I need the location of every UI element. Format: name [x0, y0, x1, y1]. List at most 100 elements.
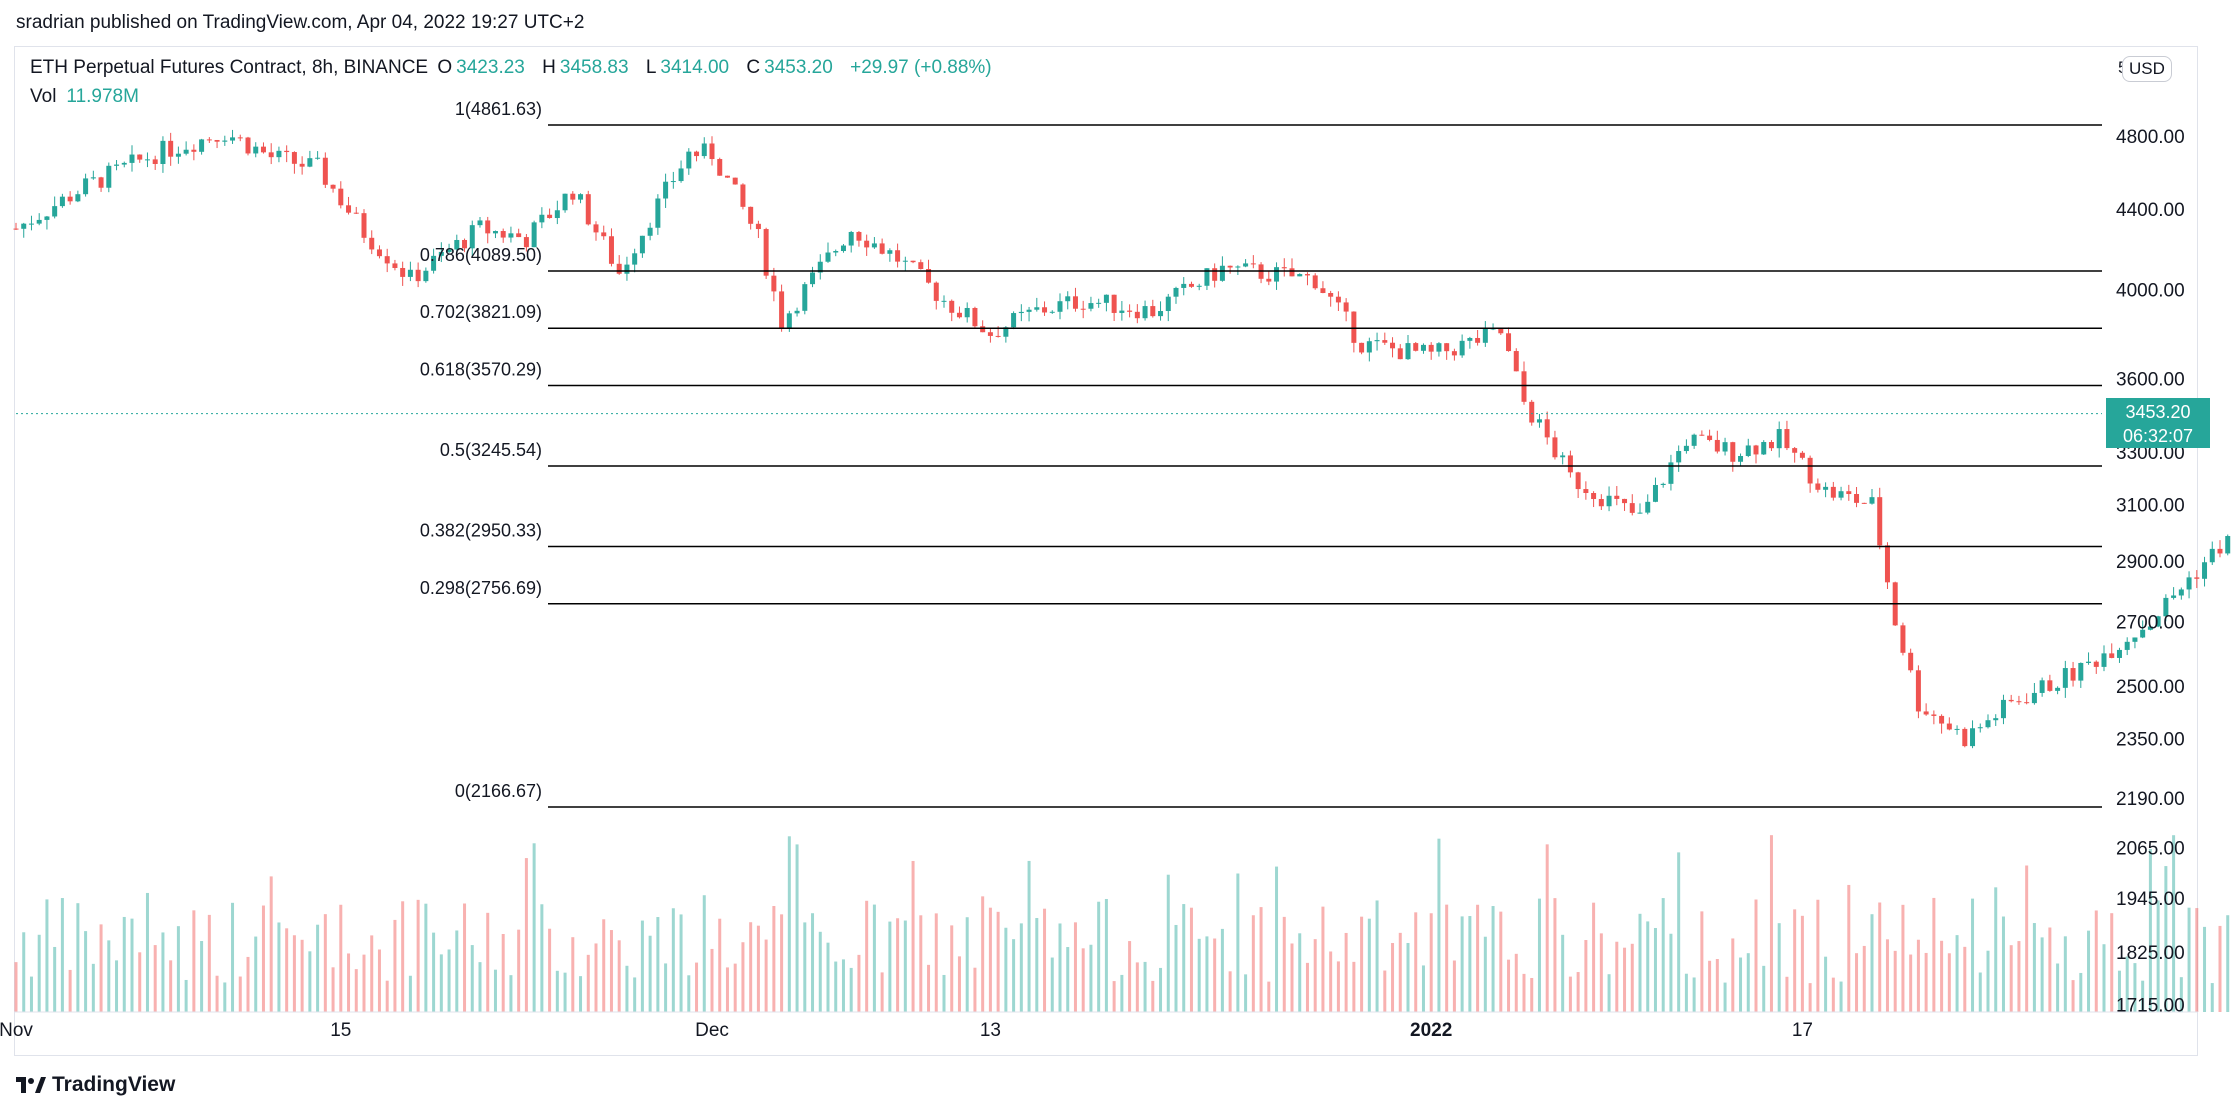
volume-bar [888, 921, 892, 1012]
candle-body [848, 231, 854, 246]
volume-bar [826, 942, 830, 1012]
candle-body [694, 151, 700, 157]
volume-bar [780, 914, 784, 1012]
volume-bars [14, 835, 2230, 1012]
y-tick-label: 2500.00 [2116, 677, 2185, 698]
candle-body [1343, 302, 1349, 312]
candle-body [786, 313, 792, 329]
candle-body [83, 178, 89, 195]
candle-body [1784, 429, 1790, 449]
candle-body [2116, 649, 2122, 658]
volume-bar [586, 954, 590, 1012]
volume-bar [617, 940, 621, 1012]
tradingview-logo[interactable]: TradingView [16, 1073, 175, 1097]
volume-bar [1437, 838, 1441, 1012]
fib-level-label: 0.382(2950.33) [420, 520, 542, 540]
volume-bar [1097, 901, 1101, 1012]
volume-bar [1901, 904, 1905, 1012]
candle-body [230, 137, 236, 141]
candle-body [1397, 348, 1403, 360]
volume-bar [1994, 887, 1998, 1012]
volume-bar [14, 962, 18, 1012]
volume-bar [1468, 916, 1472, 1012]
volume-bar [1739, 957, 1743, 1012]
candle-body [454, 239, 460, 250]
volume-bar [1986, 950, 1990, 1012]
volume-bar [695, 962, 699, 1012]
volume-bar [1692, 977, 1696, 1012]
volume-bar [903, 920, 907, 1012]
volume-bar [1847, 884, 1851, 1012]
candle-body [2132, 637, 2138, 642]
candle-body [755, 223, 761, 230]
volume-bar [1429, 913, 1433, 1012]
candle-body [941, 300, 947, 302]
candle-body [400, 267, 406, 277]
volume-bar [347, 953, 351, 1012]
candle-body [956, 312, 962, 318]
candle-body [1080, 308, 1086, 310]
volume-bar [1947, 953, 1951, 1012]
volume-bar [540, 904, 544, 1012]
candle-body [2109, 653, 2115, 658]
volume-bar [99, 924, 103, 1012]
volume-bar [2040, 937, 2044, 1012]
volume-bar [811, 913, 815, 1012]
volume-bar [1885, 939, 1889, 1012]
volume-bar [1623, 947, 1627, 1012]
volume-bar [2148, 848, 2152, 1012]
volume-bar [818, 931, 822, 1012]
volume-bar [1228, 971, 1232, 1012]
volume-bar [91, 963, 95, 1012]
volume-bar [1182, 904, 1186, 1012]
volume-bar [145, 892, 149, 1012]
candle-body [1011, 313, 1017, 328]
candle-body [1335, 296, 1341, 303]
candle-body [299, 163, 305, 167]
candle-body [585, 194, 591, 225]
volume-bar [849, 967, 853, 1012]
candle-body [1467, 337, 1473, 341]
candle-body [1134, 311, 1140, 319]
candle-body [245, 137, 251, 154]
volume-bar [1491, 906, 1495, 1012]
candle-body [1567, 455, 1573, 473]
candle-body [887, 250, 893, 254]
volume-bar [2164, 866, 2168, 1012]
volume-bar [1971, 898, 1975, 1012]
y-tick-label: 3300.00 [2116, 443, 2185, 464]
candle-body [933, 282, 939, 301]
candle-body [98, 177, 104, 188]
volume-bar [517, 929, 521, 1012]
candle-body [1072, 296, 1078, 309]
x-tick-label: 13 [980, 1020, 1001, 1041]
candle-body [508, 233, 514, 238]
candle-body [1173, 287, 1179, 297]
volume-bar [269, 876, 273, 1012]
volume-bar [184, 979, 188, 1012]
candle-body [779, 291, 785, 329]
candle-body [59, 196, 65, 207]
volume-bar [1275, 866, 1279, 1012]
candle-body [477, 220, 483, 226]
candle-body [1614, 495, 1620, 499]
volume-bar [1909, 954, 1913, 1012]
tradingview-logo-icon [16, 1077, 46, 1093]
candle-body [608, 236, 614, 264]
volume-bar [1421, 965, 1425, 1012]
currency-button[interactable]: USD [2122, 56, 2172, 82]
volume-bar [718, 918, 722, 1012]
candle-body [1096, 302, 1102, 304]
candle-body [2178, 589, 2184, 596]
candle-body [547, 214, 553, 219]
volume-bar [1576, 972, 1580, 1012]
ohlc-legend: ETH Perpetual Futures Contract, 8h, BINA… [30, 57, 1004, 79]
volume-bar [277, 922, 281, 1012]
volume-bar [107, 940, 111, 1012]
last-price-tag: 3453.20 06:32:07 [2106, 397, 2210, 448]
volume-bar [1213, 938, 1217, 1012]
candle-body [1351, 311, 1357, 343]
candle-body [90, 177, 96, 179]
fib-level-label: 1(4861.63) [455, 99, 542, 119]
